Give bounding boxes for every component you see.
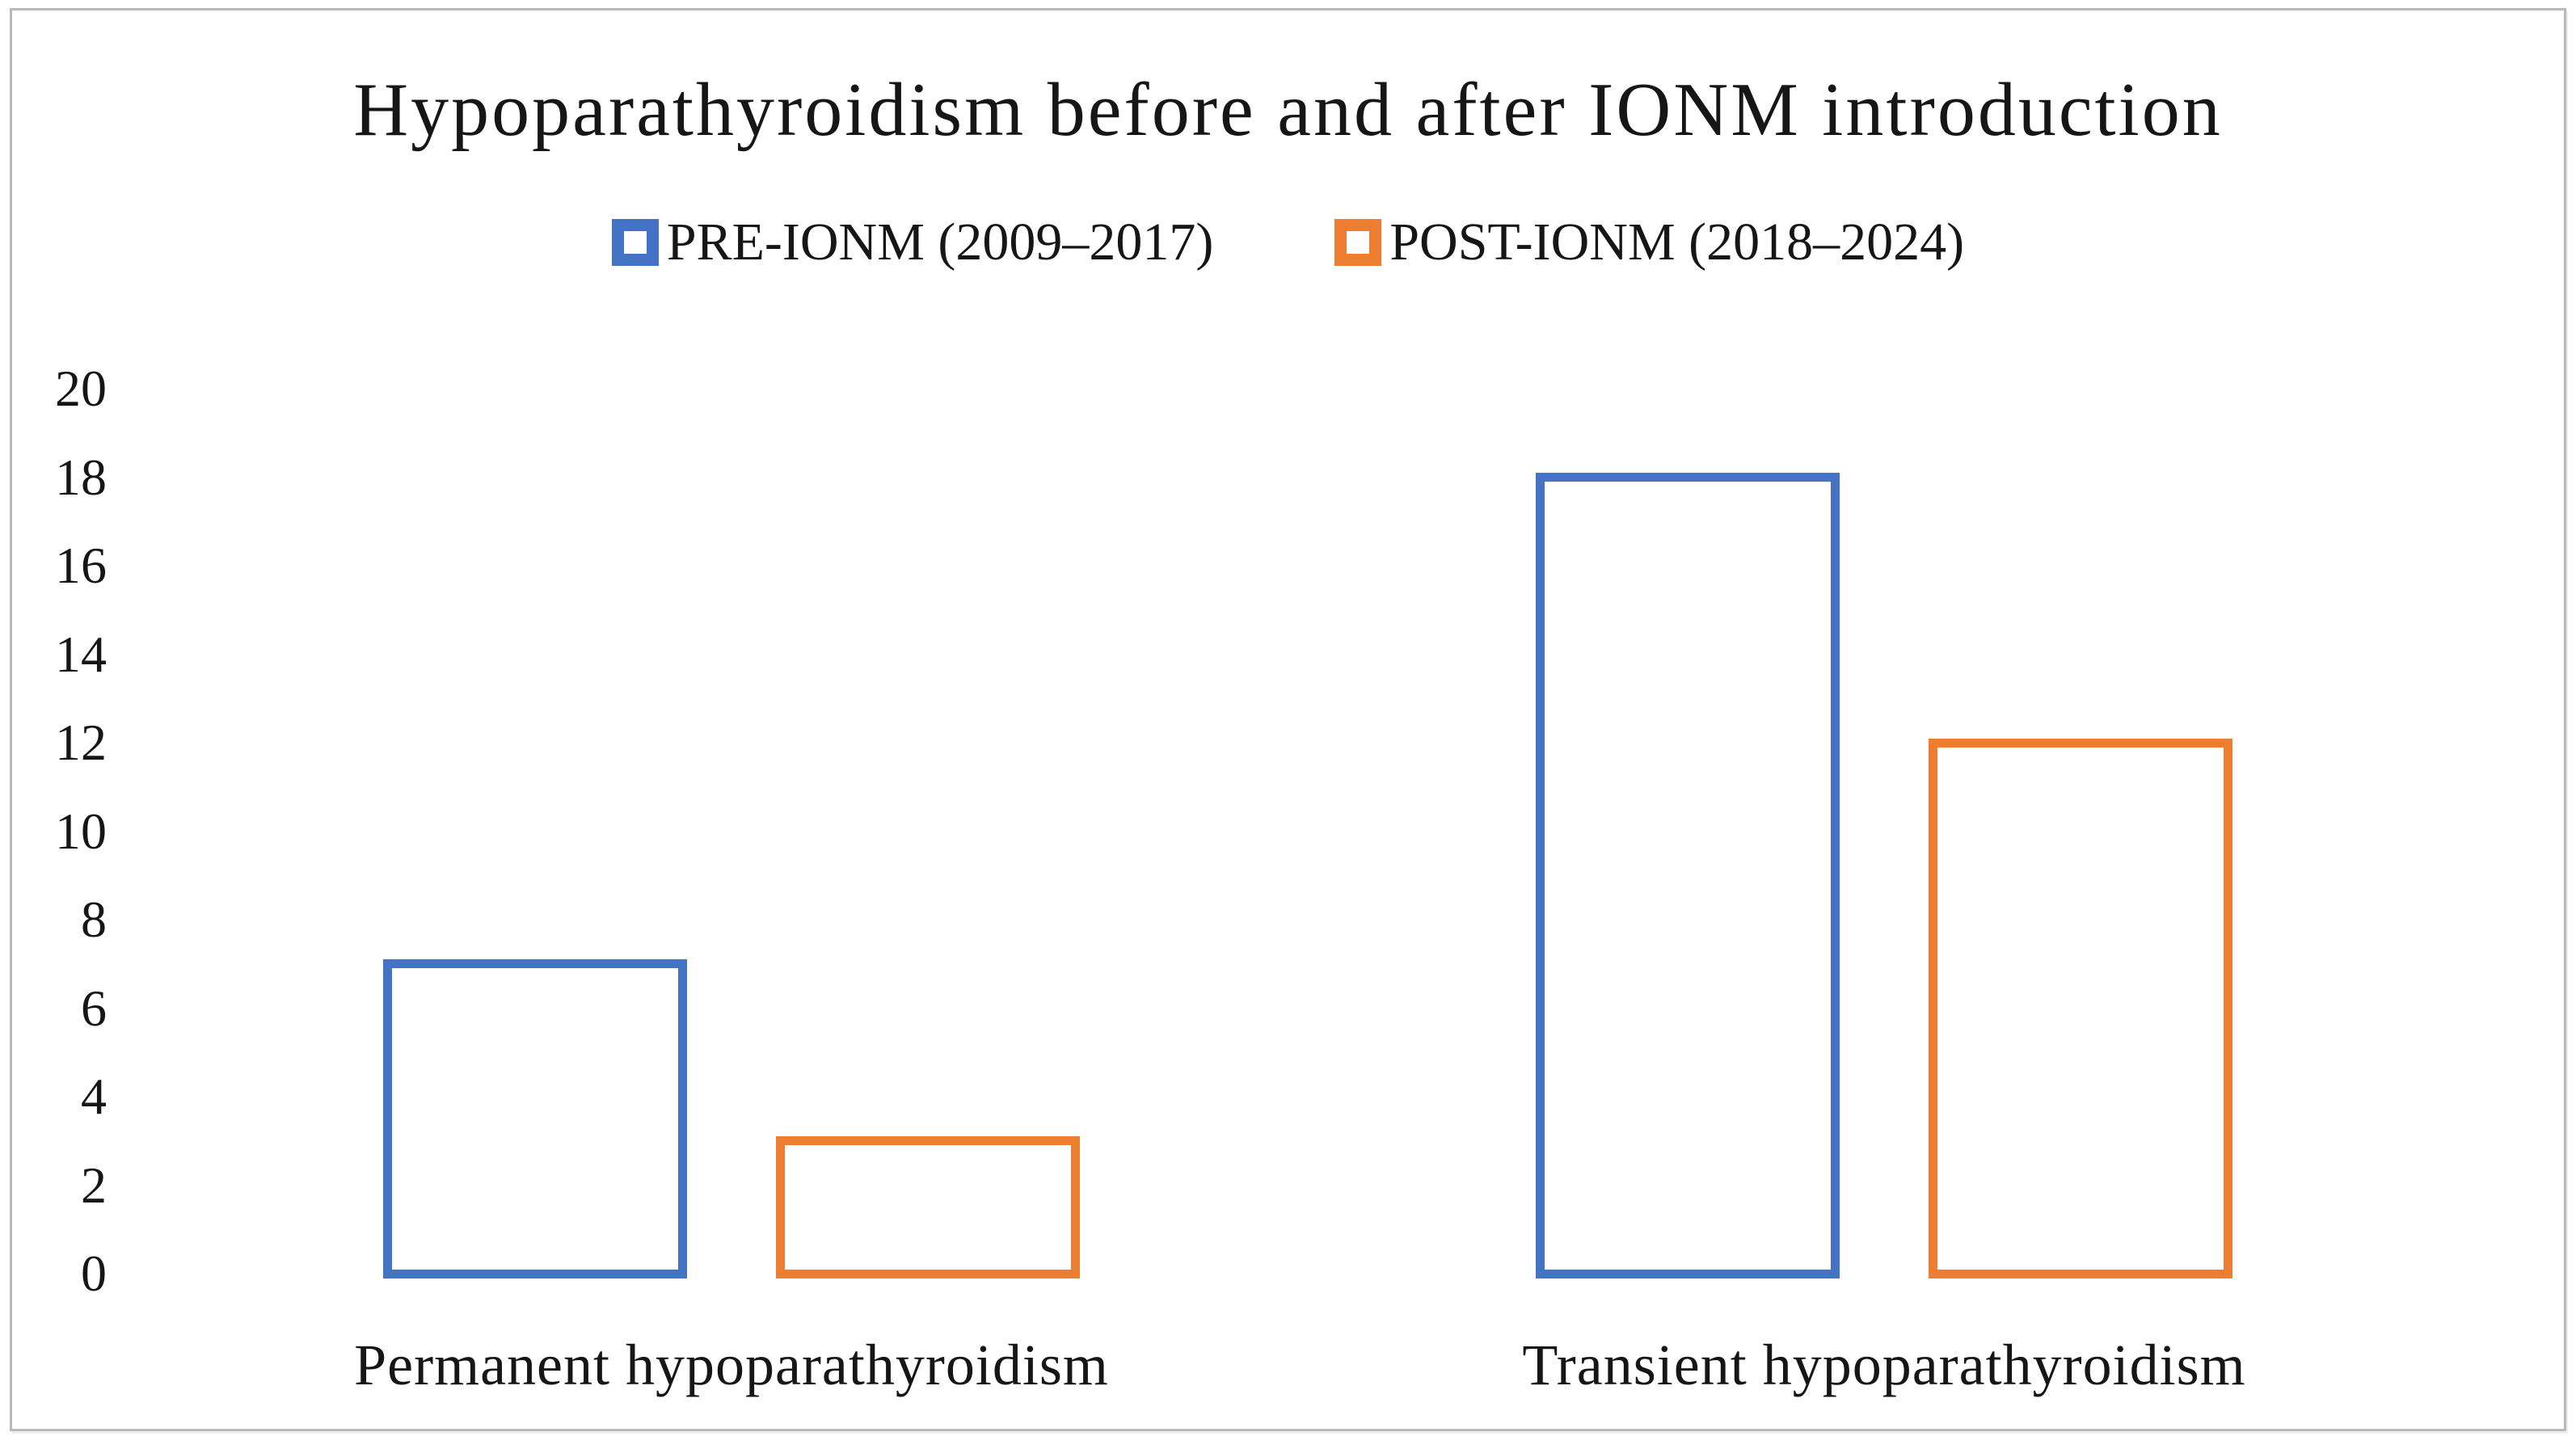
y-axis-tick-label: 20 <box>55 360 107 417</box>
y-axis-tick-label: 0 <box>81 1245 107 1302</box>
bar-series-1-category-0 <box>776 1136 1080 1278</box>
legend-item-post-ionm: POST-IONM (2018–2024) <box>1334 212 1964 273</box>
chart-legend: PRE-IONM (2009–2017) POST-IONM (2018–202… <box>0 212 2576 273</box>
x-axis-category-label: Permanent hypoparathyroidism <box>354 1333 1109 1397</box>
y-axis-tick-label: 10 <box>55 802 107 860</box>
x-axis-category-label: Transient hypoparathyroidism <box>1522 1333 2246 1397</box>
y-axis-tick-label: 12 <box>55 714 107 771</box>
y-axis-tick-label: 4 <box>81 1068 107 1125</box>
legend-marker-square-icon <box>611 219 659 266</box>
bar-series-0-category-0 <box>383 959 687 1278</box>
bar-series-0-category-1 <box>1536 473 1840 1278</box>
y-axis-tick-label: 18 <box>55 448 107 506</box>
y-axis-tick-label: 2 <box>81 1156 107 1214</box>
legend-label: PRE-IONM (2009–2017) <box>666 213 1214 272</box>
legend-item-pre-ionm: PRE-IONM (2009–2017) <box>611 212 1214 273</box>
chart-title: Hypoparathyroidism before and after IONM… <box>353 68 2223 152</box>
legend-marker-square-icon <box>1334 219 1382 266</box>
y-axis-tick-label: 14 <box>55 625 107 683</box>
y-axis-tick-label: 8 <box>81 891 107 948</box>
y-axis-tick-label: 16 <box>55 537 107 594</box>
legend-label: POST-IONM (2018–2024) <box>1389 213 1965 272</box>
y-axis-tick-label: 6 <box>81 979 107 1037</box>
bar-series-1-category-1 <box>1929 738 2232 1278</box>
